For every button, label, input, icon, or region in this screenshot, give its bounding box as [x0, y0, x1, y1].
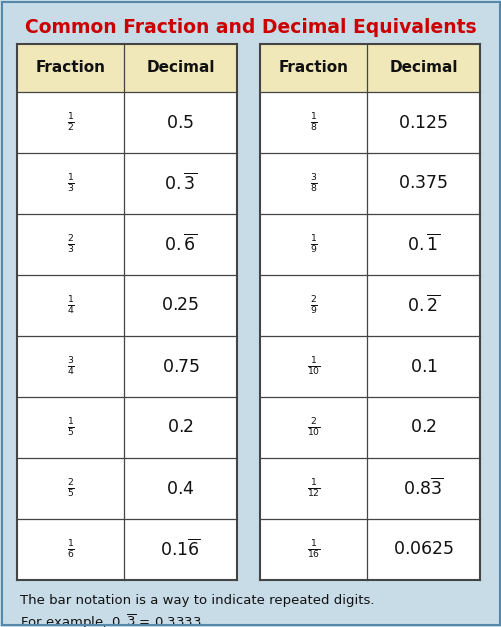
Text: $0.75$: $0.75$: [161, 357, 199, 376]
Text: $\frac{1}{12}$: $\frac{1}{12}$: [306, 477, 320, 500]
Text: $0.375$: $0.375$: [398, 174, 448, 192]
Text: $\frac{3}{8}$: $\frac{3}{8}$: [309, 172, 317, 194]
Text: $\frac{2}{9}$: $\frac{2}{9}$: [309, 295, 317, 317]
Text: Decimal: Decimal: [388, 60, 457, 75]
Text: $\frac{1}{10}$: $\frac{1}{10}$: [306, 356, 320, 377]
Text: $0.125$: $0.125$: [398, 113, 448, 132]
Bar: [260, 44, 366, 92]
Text: $\frac{2}{10}$: $\frac{2}{10}$: [306, 416, 320, 438]
Bar: [260, 44, 479, 580]
Text: $\frac{1}{5}$: $\frac{1}{5}$: [67, 416, 74, 438]
Text: Common Fraction and Decimal Equivalents: Common Fraction and Decimal Equivalents: [25, 18, 476, 37]
Text: $0.25$: $0.25$: [161, 297, 199, 315]
Bar: [17, 44, 124, 92]
Text: $0.2$: $0.2$: [167, 418, 193, 436]
Text: $\frac{3}{4}$: $\frac{3}{4}$: [67, 356, 74, 377]
Text: $0.0625$: $0.0625$: [392, 540, 453, 559]
Text: Fraction: Fraction: [278, 60, 348, 75]
Text: $\frac{2}{5}$: $\frac{2}{5}$: [67, 477, 74, 500]
Text: $\frac{1}{2}$: $\frac{1}{2}$: [67, 112, 74, 134]
Text: $\frac{2}{3}$: $\frac{2}{3}$: [67, 233, 74, 256]
Bar: [17, 44, 236, 580]
Text: Fraction: Fraction: [36, 60, 105, 75]
Bar: [124, 44, 236, 92]
Text: $\frac{1}{9}$: $\frac{1}{9}$: [309, 233, 317, 256]
Text: $0.\overline{6}$: $0.\overline{6}$: [164, 234, 196, 255]
Text: $\frac{1}{6}$: $\frac{1}{6}$: [67, 539, 74, 561]
Text: $0.4$: $0.4$: [166, 480, 194, 497]
Text: $\frac{1}{8}$: $\frac{1}{8}$: [309, 112, 317, 134]
Text: $\frac{1}{4}$: $\frac{1}{4}$: [67, 295, 74, 317]
Text: $\frac{1}{16}$: $\frac{1}{16}$: [306, 539, 320, 561]
Text: $0.8\overline{3}$: $0.8\overline{3}$: [403, 478, 443, 499]
Text: Decimal: Decimal: [146, 60, 214, 75]
Text: $0.5$: $0.5$: [166, 113, 194, 132]
Text: $0.1$: $0.1$: [409, 357, 436, 376]
Text: The bar notation is a way to indicate repeated digits.: The bar notation is a way to indicate re…: [20, 594, 374, 607]
Text: For example, $0.\overline{3}$ = 0.3333...: For example, $0.\overline{3}$ = 0.3333..…: [20, 613, 213, 627]
Text: $0.\overline{3}$: $0.\overline{3}$: [164, 173, 196, 194]
Text: $\frac{1}{3}$: $\frac{1}{3}$: [67, 172, 74, 194]
Text: $0.\overline{2}$: $0.\overline{2}$: [406, 295, 439, 316]
Bar: [366, 44, 479, 92]
Text: $0.1\overline{6}$: $0.1\overline{6}$: [160, 539, 200, 560]
Text: $0.\overline{1}$: $0.\overline{1}$: [406, 234, 439, 255]
Text: $0.2$: $0.2$: [409, 418, 436, 436]
